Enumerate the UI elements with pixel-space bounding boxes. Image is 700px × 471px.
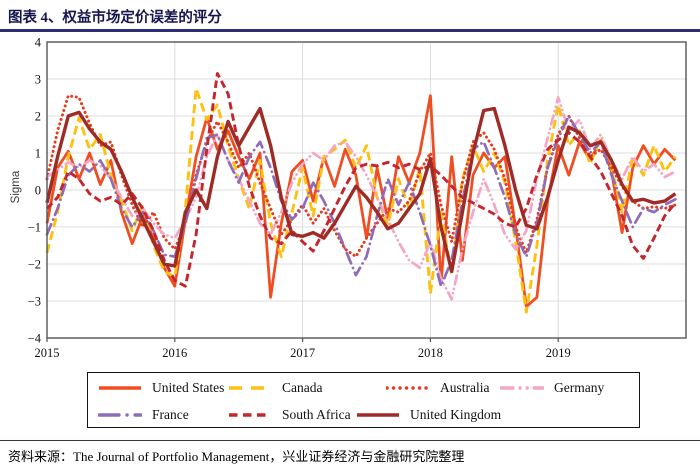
source-divider (0, 440, 700, 442)
y-tick-label: −2 (28, 258, 41, 272)
title-divider (0, 29, 700, 32)
legend-item-united-states: United States (98, 378, 224, 398)
chart-legend: United States Canada Australia Germany Franc… (87, 372, 640, 428)
source-text: 资料来源：The Journal of Portfolio Management… (8, 449, 465, 464)
series-line-australia (45, 94, 677, 259)
y-tick-label: −4 (28, 332, 42, 346)
x-tick-label: 2016 (162, 346, 187, 360)
legend-item-australia: Australia (386, 378, 490, 398)
legend-label: Canada (282, 380, 323, 395)
legend-swatch (99, 386, 141, 390)
y-tick-label: 3 (35, 73, 41, 87)
legend-label: United Kingdom (410, 407, 502, 422)
legend-item-france: France (98, 405, 189, 425)
x-tick-label: 2015 (35, 346, 60, 360)
legend-swatch (500, 386, 544, 390)
x-tick-label: 2019 (546, 346, 571, 360)
legend-swatch (98, 413, 142, 417)
y-tick-label: 1 (35, 147, 41, 161)
y-tick-label: 0 (35, 184, 41, 198)
legend-item-south-africa: South Africa (228, 405, 351, 425)
y-tick-label: 4 (35, 36, 42, 50)
series-line-united-kingdom (45, 106, 677, 274)
legend-label: Australia (440, 380, 490, 395)
legend-swatch (229, 413, 271, 417)
figure-title: 图表 4、权益市场定价误差的评分 (8, 10, 222, 26)
x-tick-label: 2017 (290, 346, 315, 360)
series-line-south-africa (45, 72, 677, 288)
plot-border (46, 41, 687, 339)
legend-label: South Africa (282, 407, 351, 422)
x-tick-label: 2018 (418, 346, 443, 360)
legend-item-germany: Germany (500, 378, 604, 398)
legend-item-canada: Canada (228, 378, 322, 398)
legend-label: Germany (554, 380, 605, 395)
y-tick-label: −3 (28, 295, 41, 309)
legend-label: United States (152, 380, 225, 395)
y-axis-label: Sigma (10, 170, 22, 204)
legend-swatch (386, 386, 430, 390)
legend-swatch (229, 386, 271, 390)
y-tick-label: −1 (28, 221, 41, 235)
y-tick-label: 2 (35, 110, 41, 124)
legend-swatch (357, 413, 399, 417)
legend-item-united-kingdom: United Kingdom (356, 405, 501, 425)
legend-label: France (152, 407, 189, 422)
